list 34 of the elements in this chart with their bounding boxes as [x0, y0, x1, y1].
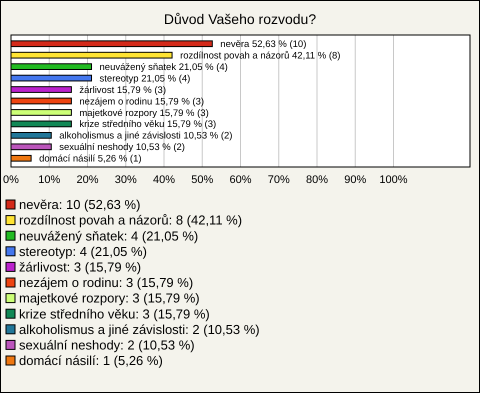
data-label: majetkové rozpory 15,79 % (3) — [79, 108, 209, 119]
text: nevěra: 10 (52,63 %) — [19, 197, 140, 212]
x-tick-label: 100% — [379, 174, 408, 186]
text: nezájem o rodinu: 3 (15,79 %) — [19, 275, 194, 290]
x-tick-label: 10% — [38, 174, 60, 186]
text: krize středního věku: 3 (15,79 %) — [19, 306, 210, 322]
data-label: nezájem o rodinu 15,79 % (3) — [79, 96, 204, 108]
x-tick-label: 70% — [268, 174, 290, 186]
data-label: sexuální neshody 10,53 % (2) — [59, 142, 185, 154]
data-label: stereotyp 21,05 % (4) — [100, 73, 190, 84]
data-label: krize středního věku 15,79 % (3) — [79, 119, 216, 130]
data-label: žárlivost 15,79 % (3) — [79, 84, 166, 96]
chart-title: Důvod Vašeho rozvodu? — [164, 11, 316, 27]
data-label: alkoholismus a jiné závislosti 10,53 % (2) — [59, 130, 232, 142]
x-tick-label: 60% — [229, 174, 252, 186]
text: žárlivost: 3 (15,79 %) — [19, 259, 142, 274]
text: rozdílnost povah a názorů: 8 (42,11 %) — [19, 212, 242, 228]
text: majetkové rozpory: 3 (15,79 %) — [19, 290, 200, 306]
x-tick-label: 20% — [76, 174, 99, 186]
text: sexuální neshody: 2 (10,53 %) — [19, 337, 195, 352]
data-label: neuvážený sňatek 21,05 % (4) — [100, 62, 228, 73]
text: stereotyp: 4 (21,05 %) — [19, 244, 147, 259]
x-tick-label: 0% — [3, 174, 20, 186]
x-tick-label: 30% — [114, 174, 137, 186]
x-tick-label: 40% — [152, 174, 176, 186]
text: neuvážený sňatek: 4 (21,05 %) — [19, 228, 198, 244]
data-label: rozdílnost povah a názorů 42,11 % (8) — [180, 50, 340, 62]
x-tick-label: 90% — [344, 174, 366, 186]
data-label: domácí násilí 5,26 % (1) — [39, 154, 142, 165]
x-tick-label: 50% — [191, 174, 214, 186]
text: domácí násilí: 1 (5,26 %) — [19, 353, 163, 368]
data-label: nevěra 52,63 % (10) — [220, 39, 306, 50]
text: alkoholismus a jiné závislosti: 2 (10,53 %) — [19, 322, 260, 337]
x-tick-label: 80% — [306, 174, 328, 186]
